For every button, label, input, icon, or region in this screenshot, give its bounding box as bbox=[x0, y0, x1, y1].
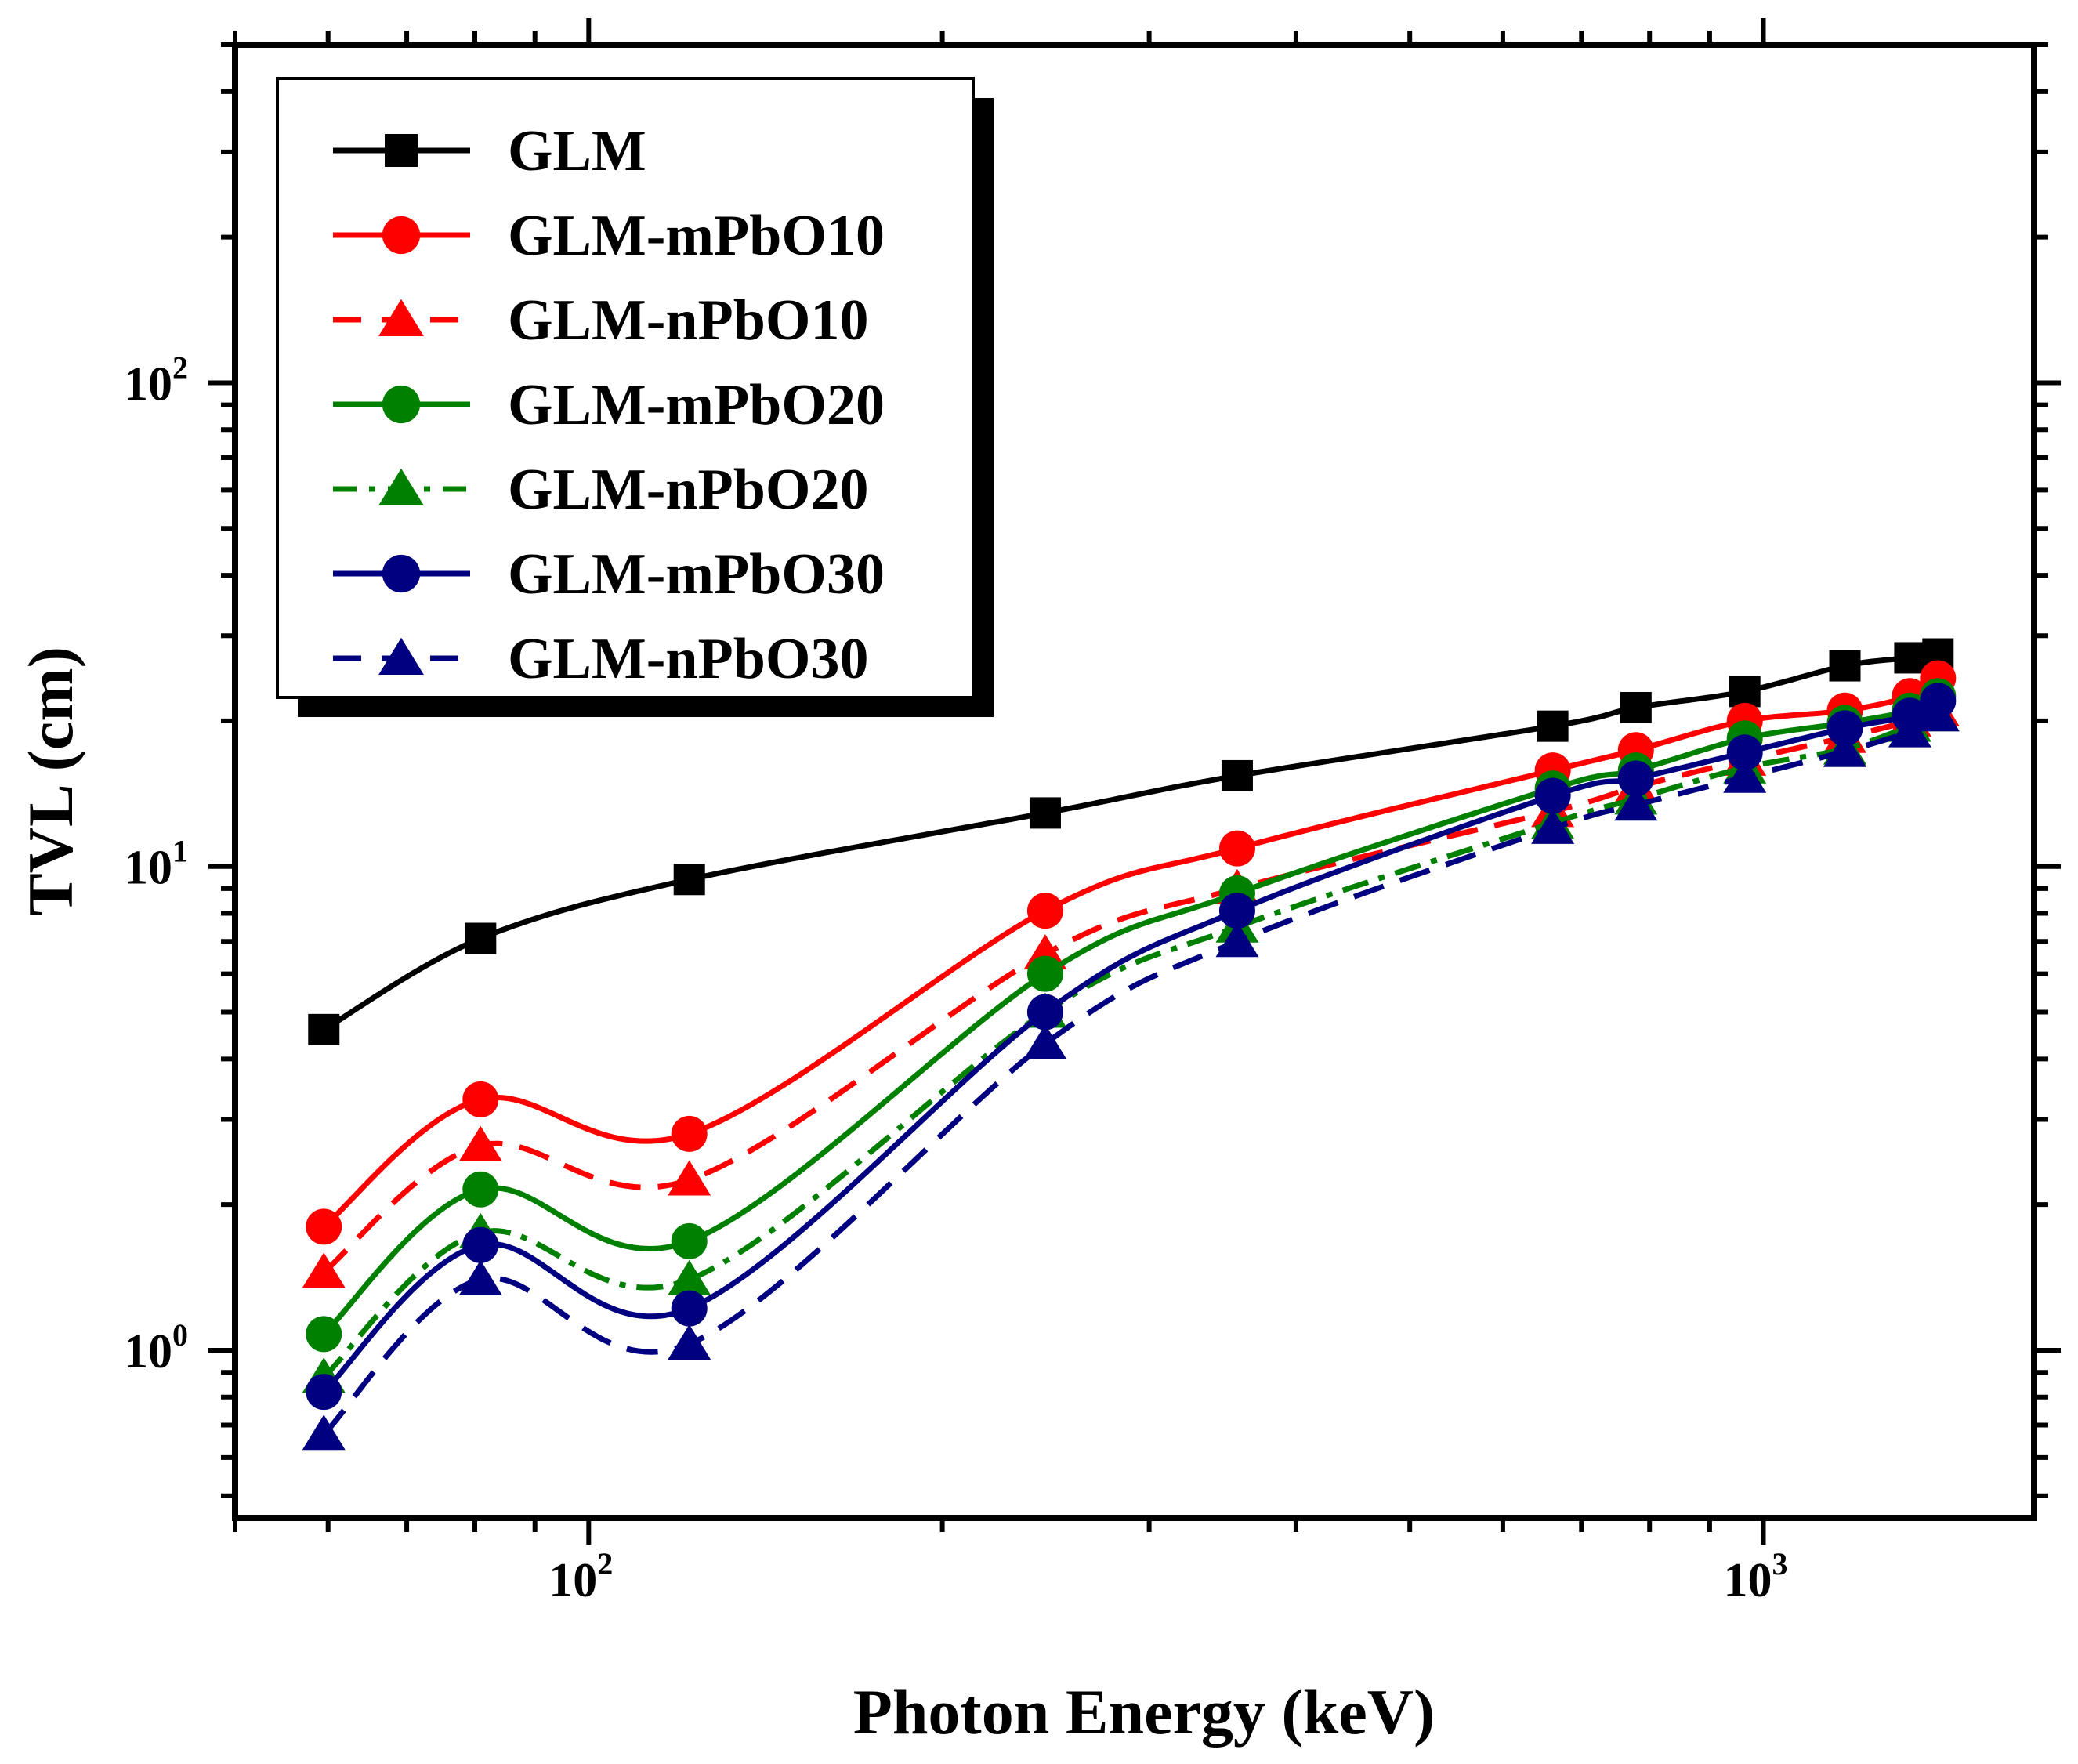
data-point bbox=[462, 1226, 499, 1263]
legend-entry: GLM-nPbO30 bbox=[333, 627, 868, 691]
legend-label: GLM-nPbO10 bbox=[508, 288, 868, 353]
data-point bbox=[306, 1316, 342, 1353]
data-point bbox=[308, 1013, 340, 1045]
data-point bbox=[458, 1259, 502, 1295]
x-tick-label: 102 bbox=[548, 1546, 613, 1607]
legend-marker bbox=[378, 299, 424, 336]
series-line bbox=[321, 713, 1940, 1436]
series-glm-npbo30 bbox=[302, 696, 1960, 1451]
data-point bbox=[668, 1259, 711, 1295]
data-point bbox=[1894, 642, 1926, 674]
data-point bbox=[462, 1171, 499, 1208]
data-point bbox=[1029, 797, 1061, 829]
data-point bbox=[1617, 760, 1654, 797]
series-glm-mpbo30 bbox=[306, 683, 1957, 1411]
data-point bbox=[1826, 710, 1863, 747]
data-point bbox=[1218, 893, 1255, 929]
data-point bbox=[1023, 1023, 1067, 1059]
data-point bbox=[462, 1081, 499, 1117]
data-point bbox=[1888, 712, 1931, 748]
data-point bbox=[1026, 955, 1063, 992]
series-line bbox=[321, 713, 1939, 1379]
data-point bbox=[1026, 893, 1063, 929]
legend-entry: GLM bbox=[333, 119, 646, 183]
series-layer bbox=[302, 638, 1960, 1451]
data-point bbox=[1823, 731, 1867, 767]
legend-label: GLM-mPbO20 bbox=[508, 373, 885, 437]
series-glm bbox=[308, 638, 1954, 1045]
data-point bbox=[668, 1324, 711, 1360]
legend: GLM GLM-mPbO10 GLM-nPbO10 GLM-mPbO20 GLM-nPb… bbox=[276, 77, 994, 717]
ticks-layer bbox=[208, 18, 2061, 1545]
legend-marker bbox=[378, 468, 424, 505]
tick-labels: 100 101 102 102 103 bbox=[124, 350, 1788, 1607]
data-point bbox=[302, 1252, 346, 1288]
legend-label: GLM-mPbO10 bbox=[508, 204, 885, 268]
data-point bbox=[671, 1290, 708, 1327]
series-glm-npbo20 bbox=[302, 696, 1960, 1393]
data-point bbox=[1916, 696, 1960, 732]
data-point bbox=[302, 1414, 346, 1451]
y-tick-label: 100 bbox=[124, 1317, 188, 1378]
legend-label: GLM-nPbO30 bbox=[508, 627, 868, 691]
data-point bbox=[1534, 777, 1571, 814]
data-point bbox=[1026, 994, 1063, 1031]
legend-marker bbox=[378, 637, 424, 675]
legend-marker bbox=[382, 385, 421, 424]
data-point bbox=[671, 1222, 708, 1259]
legend-entry: GLM-mPbO20 bbox=[333, 373, 885, 437]
x-tick-label: 103 bbox=[1724, 1546, 1788, 1607]
x-axis-title: Photon Energy (keV) bbox=[853, 1676, 1435, 1748]
legend-label: GLM-nPbO20 bbox=[508, 458, 868, 522]
plot-area bbox=[232, 42, 2037, 1521]
data-point bbox=[1723, 757, 1767, 793]
data-point bbox=[1620, 691, 1652, 723]
legend-entry: GLM-mPbO10 bbox=[333, 204, 885, 268]
data-point bbox=[458, 1125, 502, 1161]
data-point bbox=[1729, 676, 1761, 708]
series-line bbox=[322, 676, 1940, 1230]
y-axis-title: TVL (cm) bbox=[15, 647, 86, 916]
legend-marker bbox=[385, 134, 418, 167]
legend-items: GLM GLM-mPbO10 GLM-nPbO10 GLM-mPbO20 GLM-nPb… bbox=[333, 119, 885, 691]
data-point bbox=[1218, 830, 1255, 867]
data-point bbox=[671, 1115, 708, 1152]
legend-entry: GLM-nPbO20 bbox=[333, 458, 868, 522]
series-line bbox=[322, 708, 1939, 1275]
data-point bbox=[1531, 808, 1575, 844]
data-point bbox=[1829, 650, 1861, 682]
y-tick-label: 102 bbox=[124, 350, 188, 411]
data-point bbox=[1221, 759, 1253, 791]
plot-frame bbox=[232, 42, 2037, 1521]
legend-entry: GLM-mPbO30 bbox=[333, 542, 885, 607]
series-line bbox=[322, 651, 1939, 1032]
y-tick-label: 101 bbox=[124, 834, 188, 895]
legend-label: GLM-mPbO30 bbox=[508, 542, 885, 607]
data-point bbox=[1726, 734, 1763, 771]
legend-label: GLM bbox=[508, 119, 646, 183]
data-point bbox=[668, 1160, 711, 1196]
legend-marker bbox=[382, 554, 421, 593]
data-point bbox=[465, 922, 497, 954]
data-point bbox=[306, 1374, 342, 1411]
data-point bbox=[673, 864, 705, 896]
legend-entry: GLM-nPbO10 bbox=[333, 288, 868, 353]
data-point bbox=[1614, 785, 1658, 821]
data-point bbox=[306, 1208, 342, 1245]
data-point bbox=[1537, 710, 1569, 742]
series-line bbox=[321, 698, 1940, 1394]
data-point bbox=[1215, 922, 1259, 958]
legend-marker bbox=[382, 216, 421, 255]
